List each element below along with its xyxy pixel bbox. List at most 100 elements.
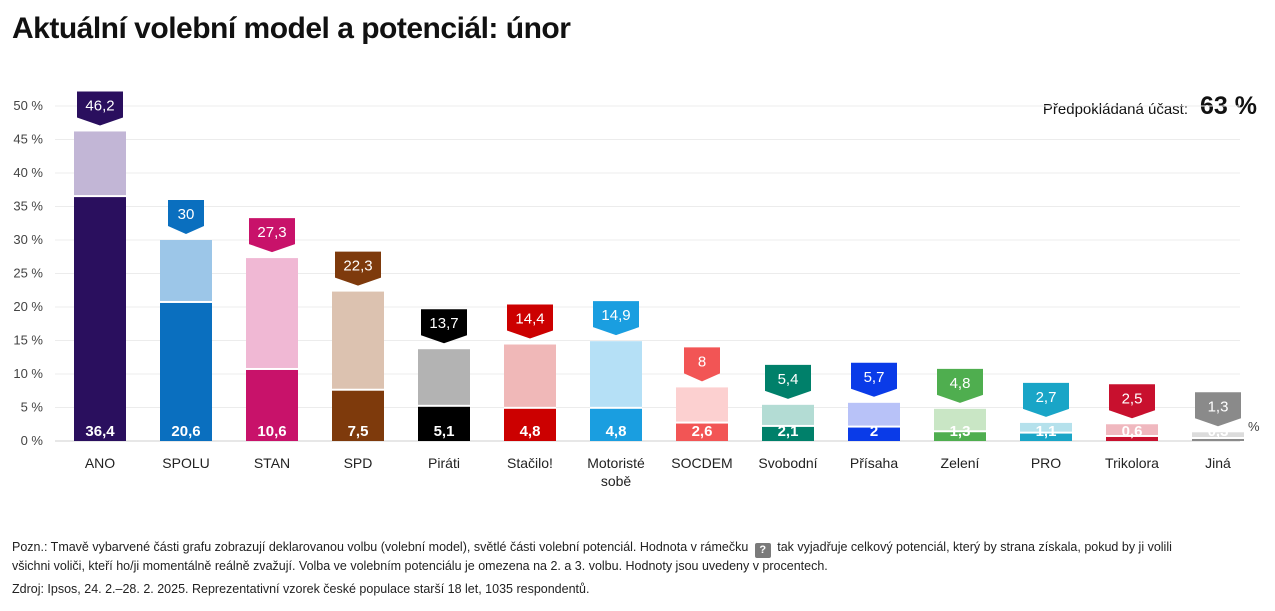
model-bar (504, 408, 556, 441)
potential-value-label: 30 (178, 206, 195, 223)
y-tick-label: 40 % (13, 165, 43, 180)
model-value-label: 2,1 (778, 423, 799, 440)
category-label: SPD (344, 455, 373, 471)
model-value-label: 2 (870, 423, 878, 440)
category-label: Trikolora (1105, 455, 1159, 471)
category-label: Piráti (428, 455, 460, 471)
model-bar (246, 369, 298, 441)
bar-separator (504, 406, 556, 409)
model-value-label: 0,6 (1122, 423, 1143, 440)
category-label: Přísaha (850, 455, 898, 471)
potential-tag (507, 304, 553, 339)
model-value-label: 36,4 (85, 423, 115, 440)
model-value-label: 10,6 (257, 423, 286, 440)
model-bar (1020, 433, 1072, 441)
potential-tag (593, 301, 639, 336)
bar-separator (590, 406, 642, 409)
category-label: SOCDEM (671, 455, 732, 471)
bar-separator (332, 388, 384, 391)
potential-tag (684, 347, 720, 382)
y-tick-label: 10 % (13, 366, 43, 381)
bar-separator (160, 300, 212, 303)
category-label: Stačilo! (507, 455, 553, 471)
potential-tag (77, 91, 123, 126)
source-note: Zdroj: Ipsos, 24. 2.–28. 2. 2025. Reprez… (12, 582, 590, 596)
model-bar (934, 432, 986, 441)
model-bar (418, 406, 470, 441)
potential-value-label: 46,2 (85, 97, 114, 114)
potential-tag (335, 251, 381, 286)
category-label: ANO (85, 455, 115, 471)
category-label: PRO (1031, 455, 1061, 471)
y-tick-label: 15 % (13, 333, 43, 348)
bar-chart: 0 % 5 % 10 % 15 % 20 % 25 % 30 % 35 % 40 % 45 % 50… (13, 91, 1260, 489)
category-label: SPOLU (162, 455, 209, 471)
bar-separator (418, 404, 470, 407)
y-tick-label: 0 % (21, 433, 44, 448)
category-label: Zelení (941, 455, 980, 471)
potential-value-label: 2,5 (1122, 390, 1143, 407)
category-label: sobě (601, 473, 632, 489)
model-bar (676, 423, 728, 441)
model-bar (160, 302, 212, 441)
y-tick-label: 35 % (13, 199, 43, 214)
y-tick-label: 25 % (13, 266, 43, 281)
model-value-label: 4,8 (520, 423, 541, 440)
category-label: Jiná (1205, 455, 1231, 471)
potential-tag (851, 362, 897, 397)
bar-separator (848, 425, 900, 428)
potential-value-label: 1,3 (1208, 398, 1229, 415)
potential-value-label: 14,9 (601, 307, 630, 324)
turnout-label: Předpokládaná účast: (1042, 101, 1189, 118)
category-label: STAN (254, 455, 290, 471)
bar-separator (934, 430, 986, 433)
y-tick-label: 30 % (13, 232, 43, 247)
model-value-label: 7,5 (348, 423, 369, 440)
y-tick-label: 5 % (21, 400, 44, 415)
model-bar (1106, 436, 1158, 441)
model-bar (590, 408, 642, 441)
bar-separator (676, 421, 728, 424)
chart-title: Aktuální volební model a potenciál: únor (12, 12, 571, 45)
potential-value-label: 2,7 (1036, 389, 1057, 406)
model-bar (762, 426, 814, 441)
category-label: Motoristé (587, 455, 645, 471)
potential-bar (1192, 432, 1244, 441)
potential-value-label: 8 (698, 353, 706, 370)
potential-value-label: 5,7 (864, 369, 885, 386)
potential-value-label: 22,3 (343, 258, 372, 275)
model-bar (74, 197, 126, 441)
footnote-text-start: Pozn.: Tmavě vybarvené části grafu zobra… (12, 540, 749, 554)
potential-tag (1023, 382, 1069, 417)
potential-value-label: 13,7 (429, 315, 458, 332)
bars (74, 131, 1244, 441)
potential-tag (1195, 392, 1241, 427)
model-bar (1192, 438, 1244, 441)
bar-separator (74, 195, 126, 198)
model-value-label: 1,1 (1036, 423, 1057, 440)
category-label: Svobodní (758, 455, 817, 471)
model-value-label: 5,1 (434, 423, 455, 440)
potential-value-label: 27,3 (257, 224, 286, 241)
y-tick-label: 20 % (13, 299, 43, 314)
model-bar (332, 390, 384, 441)
potential-tag (937, 368, 983, 403)
potential-value-label: 5,4 (778, 371, 799, 388)
bar-separator (762, 424, 814, 427)
bar-separator (246, 367, 298, 370)
model-value-label: 4,8 (606, 423, 627, 440)
y-tick-label: 45 % (13, 132, 43, 147)
potential-tag (1109, 384, 1155, 419)
potential-tag (765, 364, 811, 399)
model-value-label: 20,6 (171, 423, 200, 440)
model-value-label: 0,3 (1208, 423, 1229, 440)
model-bar (848, 427, 900, 441)
bar-separator (1020, 431, 1072, 434)
potential-value-label: 4,8 (950, 375, 971, 392)
model-value-label: 2,6 (692, 423, 713, 440)
potential-tag (168, 200, 204, 234)
potential-box-symbol: ? (754, 543, 771, 558)
unit-label: % (1248, 419, 1260, 434)
footnote: Pozn.: Tmavě vybarvené části grafu zobra… (12, 539, 1192, 575)
potential-tag (249, 218, 295, 253)
